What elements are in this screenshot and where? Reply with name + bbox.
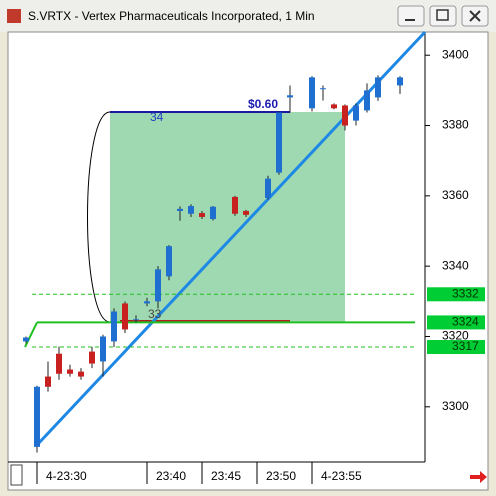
candle-body <box>342 105 348 126</box>
candle-body <box>232 196 238 214</box>
y-tick-label: 3380 <box>442 118 469 132</box>
y-tick-label: 3320 <box>442 329 469 343</box>
x-tick-label: 4-23:30 <box>46 469 87 483</box>
candle-body <box>56 353 62 374</box>
maximize-icon <box>436 9 449 21</box>
candle-body <box>353 105 359 121</box>
candle-body <box>287 95 293 98</box>
candle-body <box>67 369 73 374</box>
price-level-box <box>427 340 485 355</box>
price-level-label: 3332 <box>452 286 479 300</box>
candle-body <box>177 208 183 211</box>
candle-body <box>188 206 194 214</box>
candle-body <box>89 351 95 364</box>
y-tick-label: 3300 <box>442 399 469 413</box>
candle-body <box>78 371 84 377</box>
scroll-box[interactable] <box>10 464 23 486</box>
window-title: S.VRTX - Vertex Pharmaceuticals Incorpor… <box>28 9 315 23</box>
candle-body <box>210 206 216 220</box>
close-icon <box>469 10 481 22</box>
minimize-button[interactable] <box>397 5 425 27</box>
candle-body <box>199 213 205 217</box>
price-level-label: 3324 <box>452 315 479 329</box>
candle-body <box>144 301 150 304</box>
range-box <box>110 112 345 322</box>
candle-body <box>34 386 40 447</box>
trend-line <box>35 30 427 447</box>
candle-body <box>375 77 381 98</box>
annotation: 34 <box>150 110 164 124</box>
range-arc <box>87 111 111 323</box>
candle-body <box>45 376 51 387</box>
candle-body <box>331 104 337 109</box>
x-tick-label: 23:50 <box>266 469 296 483</box>
app-icon <box>7 9 21 23</box>
y-tick-label: 3400 <box>442 47 469 61</box>
window-buttons[interactable] <box>397 5 489 27</box>
price-level-step <box>24 321 38 348</box>
candle-body <box>111 311 117 342</box>
price-level-box <box>427 315 485 330</box>
price-level-box <box>427 287 485 302</box>
annotation: 33 <box>148 307 162 321</box>
candle-body <box>397 77 403 86</box>
candle-body <box>265 178 271 198</box>
candle-body <box>166 246 172 277</box>
candle-body <box>320 88 326 90</box>
scroll-arrow[interactable] <box>470 471 487 483</box>
x-tick-label: 4-23:55 <box>321 469 362 483</box>
candle-body <box>122 303 128 330</box>
x-tick-label: 23:40 <box>156 469 186 483</box>
candle-body <box>133 319 139 321</box>
candle-body <box>100 336 106 362</box>
candle-body <box>309 77 315 109</box>
candle-body <box>23 337 29 342</box>
candle-body <box>364 90 370 111</box>
y-tick-label: 3360 <box>442 188 469 202</box>
y-tick-label: 3340 <box>442 258 469 272</box>
price-level-label: 3317 <box>452 339 479 353</box>
maximize-button[interactable] <box>429 5 457 27</box>
candle-body <box>243 210 249 215</box>
plot <box>35 30 427 447</box>
x-tick-label: 23:45 <box>211 469 241 483</box>
candle-body <box>155 269 161 302</box>
annotation: $0.60 <box>248 97 278 111</box>
candle-body <box>276 112 282 173</box>
